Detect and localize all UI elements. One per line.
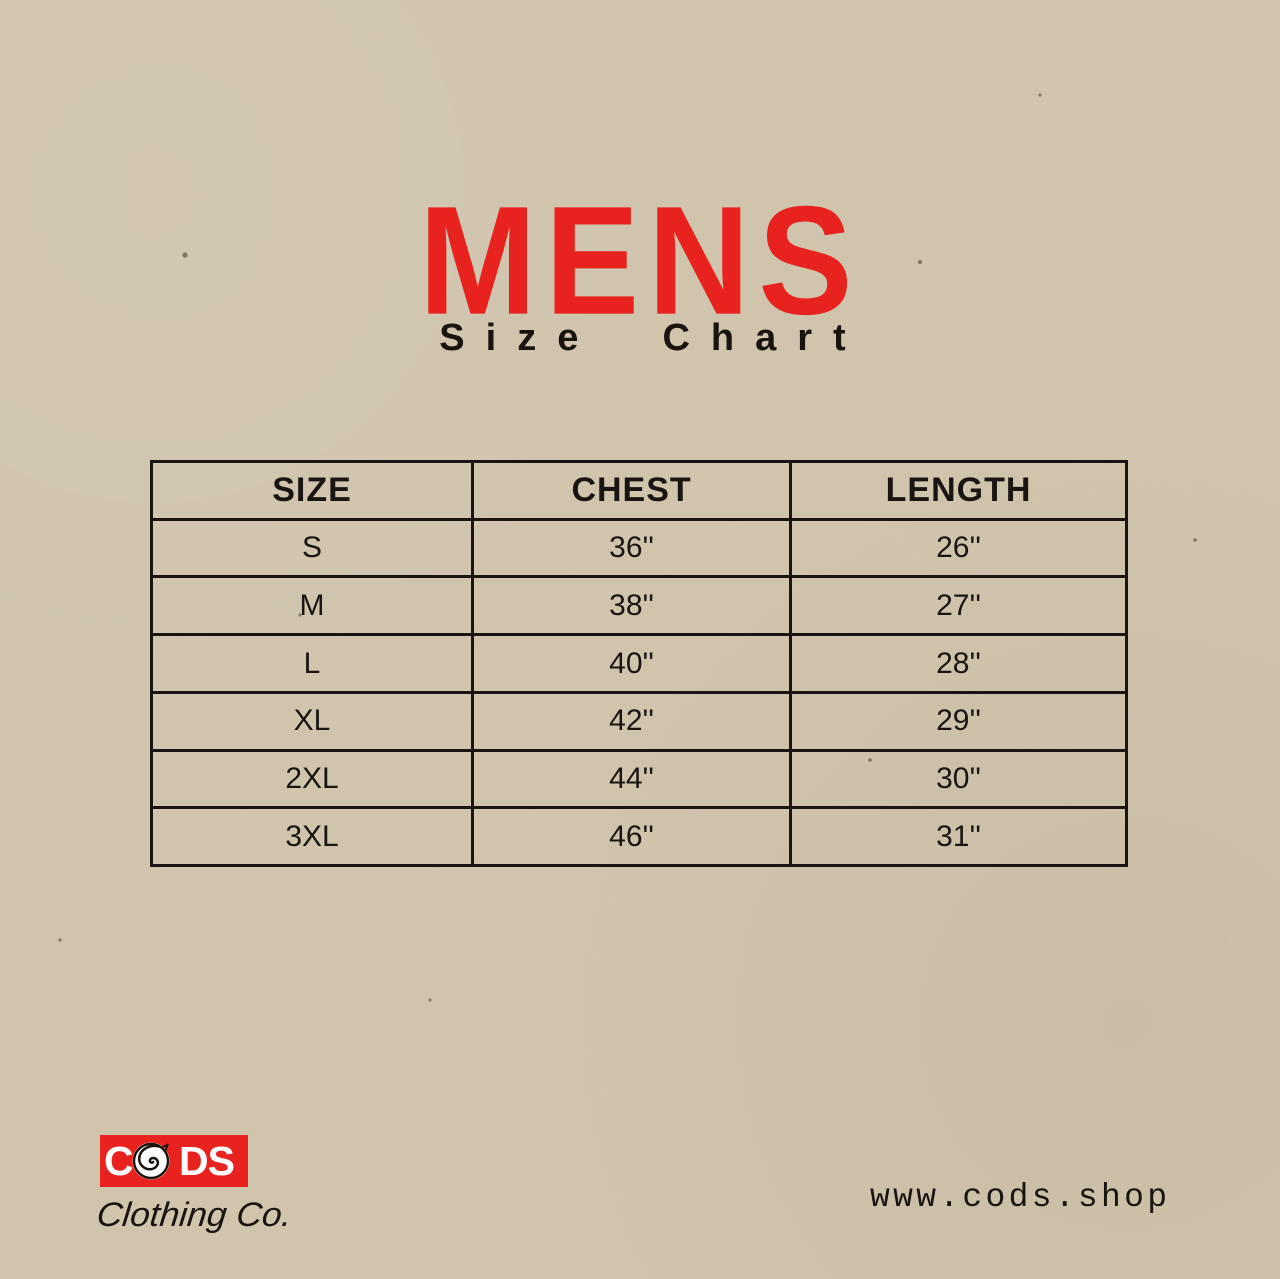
svg-text:DS: DS [179,1138,234,1184]
svg-text:C: C [104,1138,133,1184]
